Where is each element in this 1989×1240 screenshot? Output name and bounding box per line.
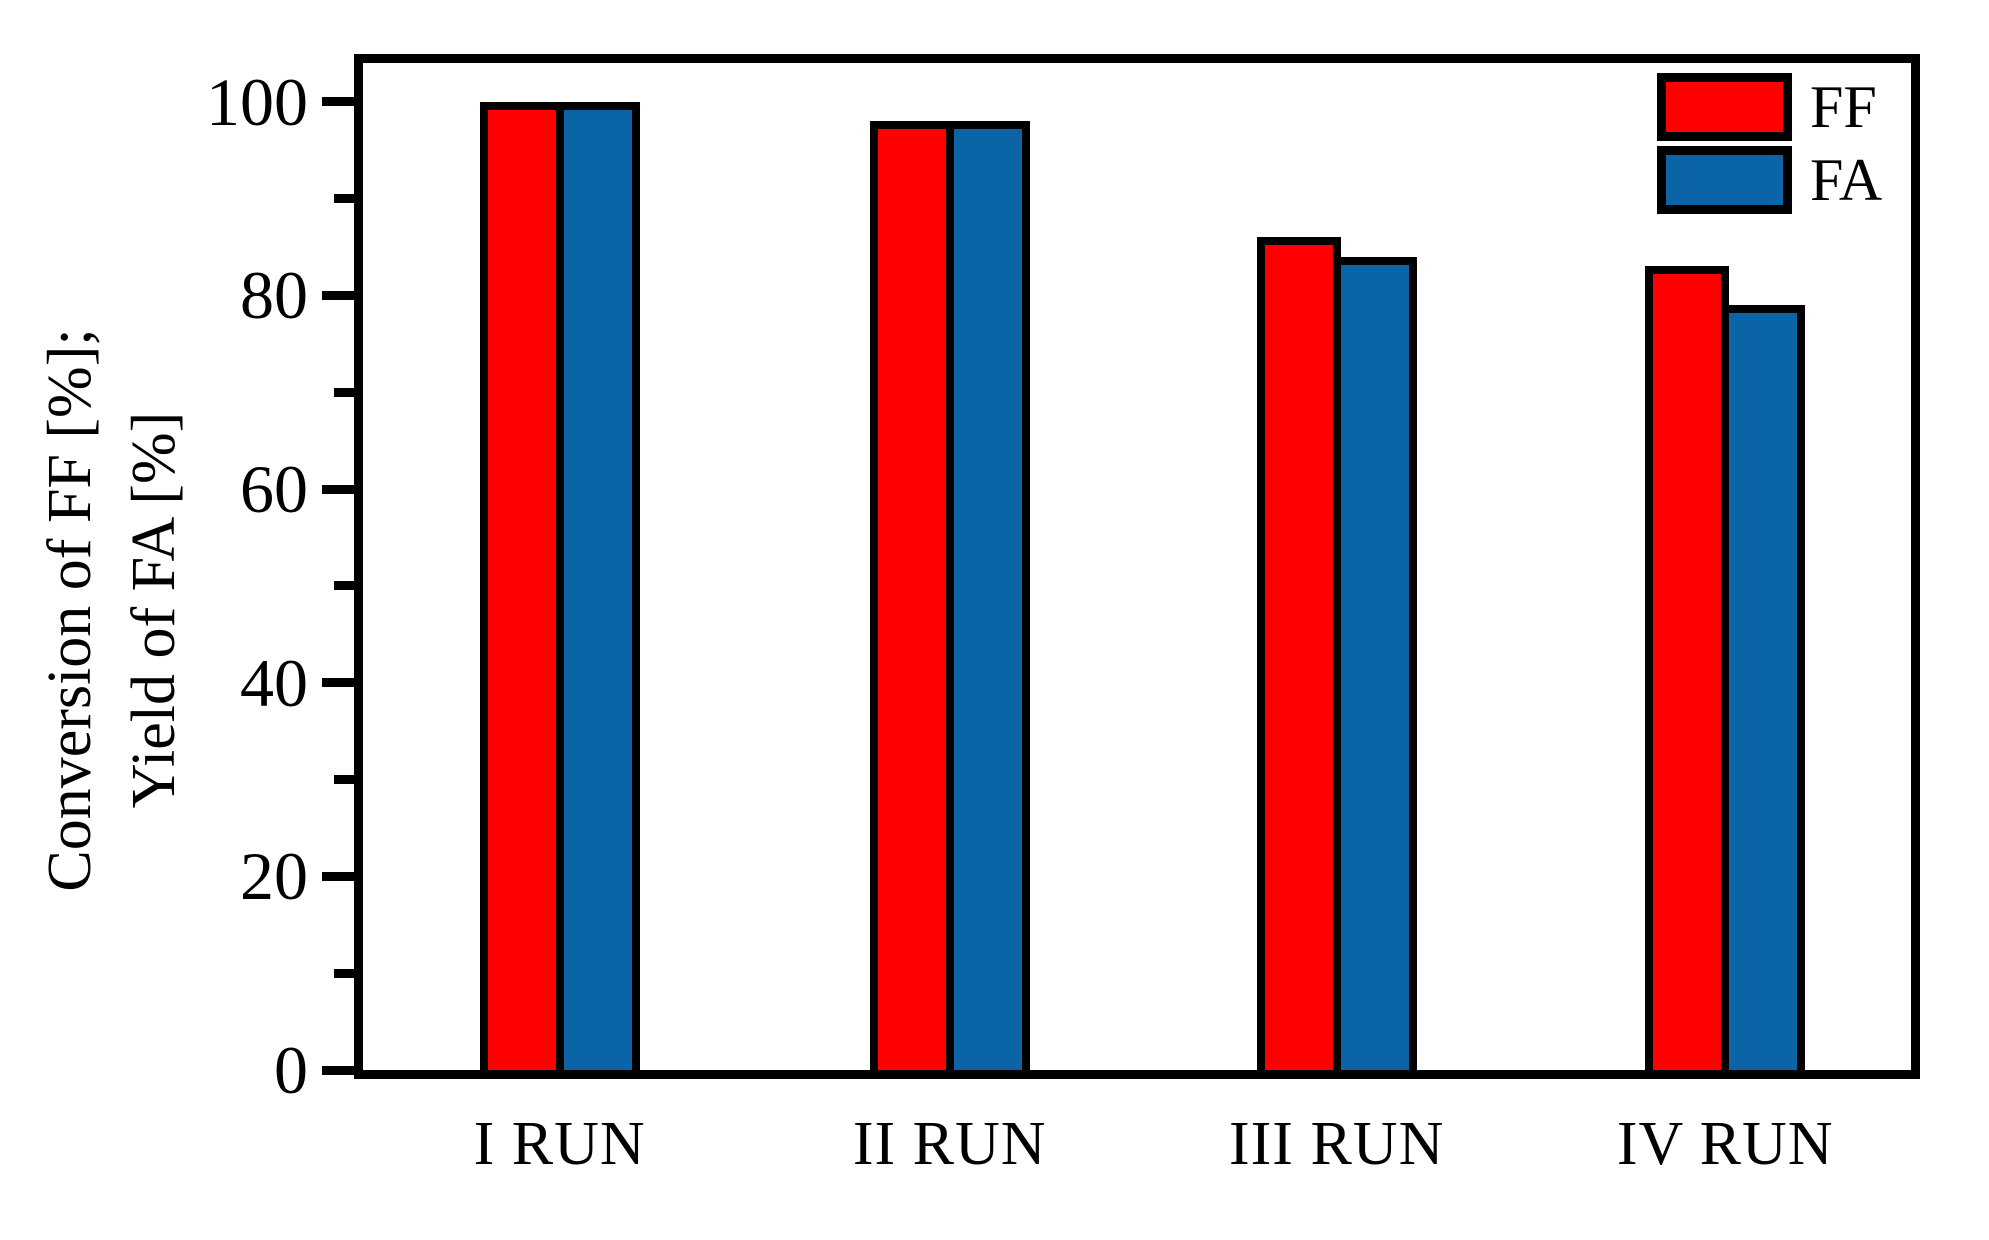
y-tick-100	[322, 97, 354, 107]
bar-fa-i-run	[555, 101, 640, 1070]
bar-ff-ii-run	[869, 121, 954, 1070]
bar-group-ii-run	[869, 121, 1030, 1070]
legend: FF FA	[1657, 73, 1882, 214]
legend-item-fa: FA	[1657, 146, 1882, 214]
bar-ff-iv-run	[1645, 266, 1730, 1070]
y-tick-label-60: 60	[240, 451, 308, 528]
x-label-iv-run: IV RUN	[1616, 1110, 1834, 1178]
y-tick-label-80: 80	[240, 257, 308, 334]
y-tick-0	[322, 1065, 354, 1075]
x-label-i-run: I RUN	[473, 1110, 646, 1178]
y-tick-20	[322, 871, 354, 881]
bar-fa-iv-run	[1721, 305, 1806, 1070]
y-tick-60	[322, 484, 354, 494]
legend-label-ff: FF	[1810, 74, 1877, 140]
y-axis-title-line1: Conversion of FF [%];	[36, 328, 104, 892]
legend-item-ff: FF	[1657, 73, 1882, 141]
y-tick-40	[322, 678, 354, 688]
y-tick-label-0: 0	[274, 1032, 308, 1108]
y-tick-label-40: 40	[240, 644, 308, 721]
legend-swatch-ff	[1657, 73, 1792, 141]
bar-group-iii-run	[1256, 237, 1417, 1070]
y-tick-70	[334, 387, 354, 397]
legend-label-fa: FA	[1810, 147, 1883, 213]
y-tick-80	[322, 290, 354, 300]
y-axis-title-line2: Yield of FA [%]	[120, 411, 188, 809]
bar-fa-iii-run	[1332, 256, 1417, 1070]
y-tick-90	[334, 194, 354, 204]
plot-area: FF FA	[322, 54, 1920, 1079]
bar-ff-iii-run	[1256, 237, 1341, 1070]
bar-ff-i-run	[479, 101, 564, 1070]
y-tick-30	[334, 775, 354, 785]
y-tick-label-20: 20	[240, 838, 308, 915]
x-label-iii-run: III RUN	[1229, 1110, 1445, 1178]
bar-group-iv-run	[1645, 266, 1806, 1070]
bar-group-i-run	[479, 101, 640, 1070]
legend-swatch-fa	[1657, 146, 1792, 214]
bar-fa-ii-run	[945, 121, 1030, 1070]
y-axis-title: Conversion of FF [%]; Yield of FA [%]	[28, 328, 196, 891]
y-tick-label-100: 100	[206, 63, 308, 140]
y-tick-50	[334, 581, 354, 591]
x-label-ii-run: II RUN	[852, 1110, 1047, 1178]
y-tick-10	[334, 968, 354, 978]
